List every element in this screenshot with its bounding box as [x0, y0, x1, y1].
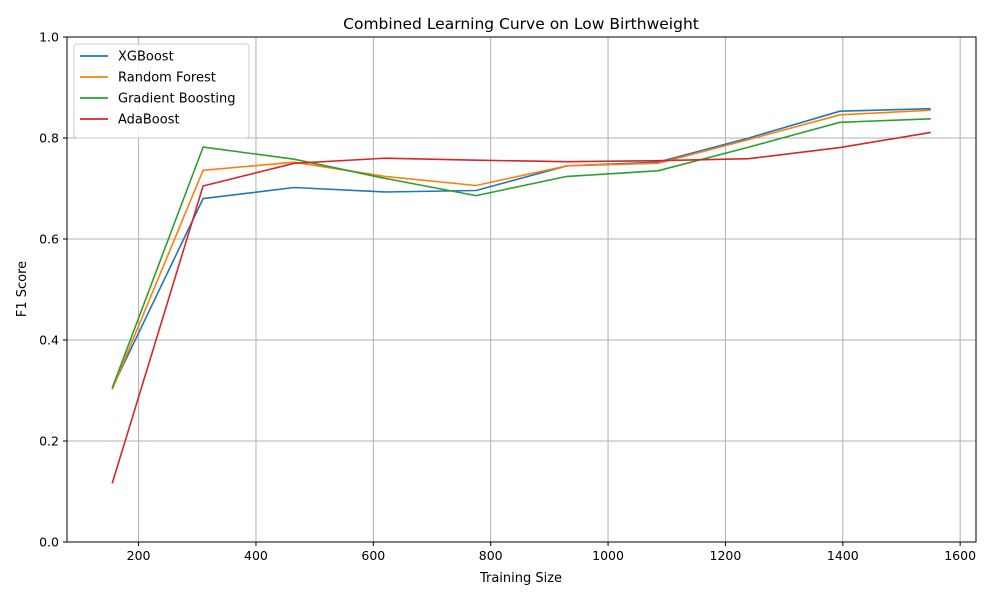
chart-title: Combined Learning Curve on Low Birthweig…	[343, 15, 699, 33]
legend-label-adaboost: AdaBoost	[118, 113, 180, 128]
plot-frame	[66, 36, 977, 543]
y-tick-label: 1.0	[39, 30, 59, 45]
series-line-random-forest	[111, 109, 931, 390]
y-tick-label: 0.2	[39, 434, 59, 449]
y-axis-label: F1 Score	[15, 261, 30, 317]
series-line-gradient-boosting	[111, 118, 931, 389]
x-tick-label: 1000	[592, 548, 624, 563]
series-lines	[111, 107, 931, 484]
x-tick-label: 200	[127, 548, 151, 563]
y-tick-label: 0.8	[39, 131, 59, 146]
x-tick-label: 1400	[827, 548, 859, 563]
x-tick-label: 1200	[710, 548, 742, 563]
legend-box	[73, 43, 250, 139]
y-tick-label: 0.0	[39, 535, 59, 550]
x-tick-label: 800	[479, 548, 503, 563]
legend: XGBoost Random Forest Gradient Boosting Ada…	[73, 43, 250, 139]
y-axis-ticks: 0.0 0.2 0.4 0.6 0.8 1.0	[39, 30, 67, 550]
x-axis-label: Training Size	[479, 571, 562, 586]
x-tick-label: 600	[361, 548, 385, 563]
legend-label-gradient-boosting: Gradient Boosting	[118, 92, 236, 107]
x-axis-ticks: 200 400 600 800 1000 1200 1400 1600	[127, 542, 976, 563]
y-tick-label: 0.4	[39, 333, 59, 348]
x-tick-label: 1600	[944, 548, 976, 563]
y-tick-label: 0.6	[39, 232, 59, 247]
legend-label-xgboost: XGBoost	[118, 50, 174, 65]
legend-label-random-forest: Random Forest	[118, 71, 216, 86]
series-line-xgboost	[111, 107, 931, 389]
series-line-adaboost	[111, 131, 931, 484]
x-tick-label: 400	[244, 548, 268, 563]
